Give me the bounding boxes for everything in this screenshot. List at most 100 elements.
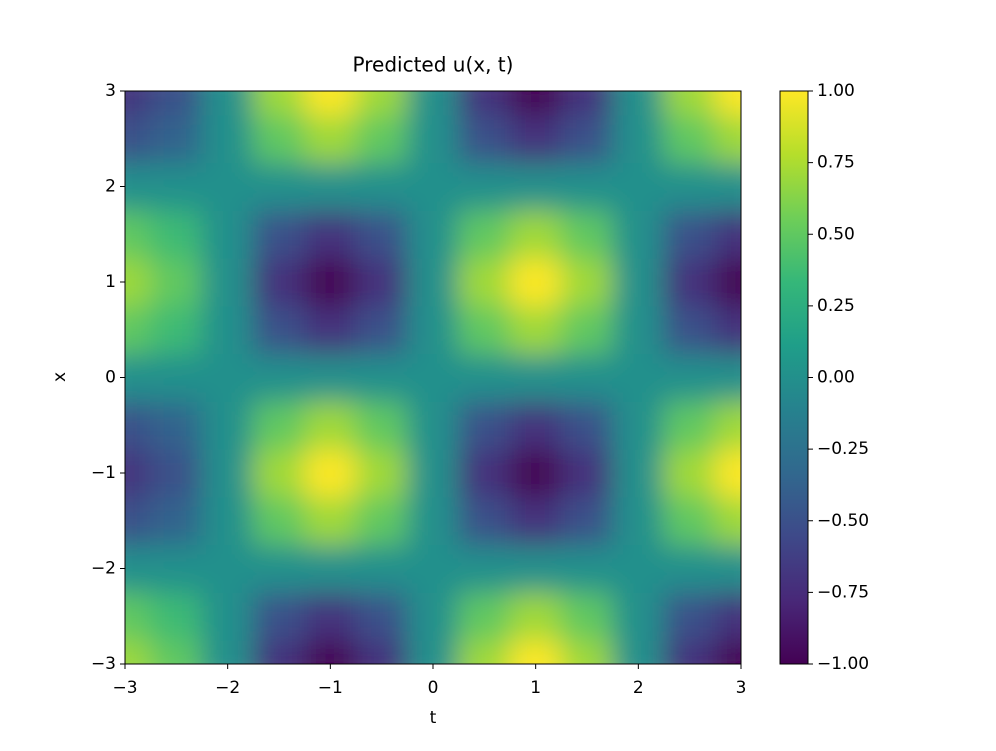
- heat-cell: [509, 400, 562, 450]
- x-tick-label: 1: [530, 678, 541, 698]
- heat-cell: [201, 591, 254, 641]
- heat-cell: [125, 91, 152, 116]
- heat-cell: [612, 544, 665, 593]
- heat-cell: [714, 162, 741, 211]
- heat-cell: [663, 305, 716, 355]
- heat-cell: [458, 496, 511, 546]
- heat-cell: [714, 305, 741, 355]
- heat-cell: [355, 209, 408, 259]
- heat-cell: [612, 448, 665, 498]
- heat-cell: [560, 639, 614, 664]
- heat-cell: [509, 209, 562, 259]
- heat-cell: [458, 591, 511, 641]
- heat-cell: [252, 544, 306, 593]
- heat-cell: [509, 305, 562, 355]
- heat-cell: [663, 448, 716, 498]
- heat-cell: [304, 591, 357, 641]
- heat-cell: [125, 639, 152, 664]
- colorbar-tick-label: 0.75: [817, 153, 855, 173]
- heat-cell: [304, 257, 357, 307]
- heat-cell: [201, 353, 254, 402]
- heat-cell: [560, 591, 614, 641]
- heat-cell: [714, 114, 741, 164]
- heat-cell: [714, 448, 741, 498]
- heat-cell: [304, 305, 357, 355]
- heat-cell: [612, 209, 665, 259]
- heat-cell: [125, 448, 152, 498]
- heat-cell: [458, 448, 511, 498]
- colorbar-tick-label: −0.50: [817, 511, 869, 531]
- heat-cell: [714, 209, 741, 259]
- heat-cell: [612, 305, 665, 355]
- heat-cell: [252, 639, 306, 664]
- x-tick-label: −2: [215, 678, 240, 698]
- heat-cell: [406, 400, 460, 450]
- heat-cell: [663, 257, 716, 307]
- heat-cell: [252, 400, 306, 450]
- heat-cell: [406, 639, 460, 664]
- heat-cell: [663, 400, 716, 450]
- heat-cell: [304, 114, 357, 164]
- colorbar-tick-label: 1.00: [817, 81, 855, 101]
- heat-cell: [560, 114, 614, 164]
- heat-cell: [150, 114, 203, 164]
- heat-cell: [560, 448, 614, 498]
- heat-cell: [406, 91, 460, 116]
- heat-cell: [714, 400, 741, 450]
- x-tick-label: 3: [736, 678, 747, 698]
- heat-cell: [612, 91, 665, 116]
- heat-cell: [304, 353, 357, 402]
- heat-cell: [663, 209, 716, 259]
- heat-cell: [612, 496, 665, 546]
- heat-cell: [355, 114, 408, 164]
- heat-cell: [714, 544, 741, 593]
- heat-cell: [612, 257, 665, 307]
- heat-cell: [201, 448, 254, 498]
- heat-cell: [355, 448, 408, 498]
- colorbar-tick-label: 0.25: [817, 296, 855, 316]
- heat-cell: [252, 353, 306, 402]
- colorbar-tick-label: −1.00: [817, 654, 869, 674]
- heat-cell: [150, 162, 203, 211]
- x-tick-label: 2: [633, 678, 644, 698]
- heat-cell: [406, 257, 460, 307]
- heat-cell: [458, 544, 511, 593]
- heat-cell: [560, 400, 614, 450]
- heat-cell: [150, 639, 203, 664]
- heat-cell: [458, 639, 511, 664]
- heat-cell: [355, 591, 408, 641]
- y-tick-label: 3: [105, 81, 116, 101]
- heat-cell: [252, 209, 306, 259]
- heat-cell: [201, 496, 254, 546]
- heat-cell: [201, 544, 254, 593]
- colorbar: [779, 90, 809, 665]
- heat-cell: [150, 305, 203, 355]
- heat-cell: [201, 162, 254, 211]
- heat-cell: [509, 639, 562, 664]
- heat-cell: [560, 91, 614, 116]
- heat-cell: [304, 448, 357, 498]
- heat-cell: [355, 639, 408, 664]
- heat-cell: [406, 305, 460, 355]
- heat-cell: [201, 209, 254, 259]
- y-tick-label: −2: [91, 559, 116, 579]
- heat-cell: [355, 353, 408, 402]
- heat-cell: [252, 305, 306, 355]
- heat-cell: [509, 257, 562, 307]
- heat-cell: [201, 639, 254, 664]
- heat-cell: [458, 305, 511, 355]
- heat-cell: [406, 448, 460, 498]
- heat-cell: [355, 305, 408, 355]
- y-tick-label: 0: [105, 368, 116, 388]
- heat-cell: [252, 257, 306, 307]
- heat-cell: [406, 496, 460, 546]
- heat-cell: [560, 544, 614, 593]
- heat-cell: [714, 91, 741, 116]
- colorbar-tick-label: 0.00: [817, 368, 855, 388]
- heat-cell: [125, 162, 152, 211]
- heat-cell: [509, 91, 562, 116]
- heat-cell: [509, 114, 562, 164]
- heat-cell: [458, 91, 511, 116]
- heat-cell: [509, 448, 562, 498]
